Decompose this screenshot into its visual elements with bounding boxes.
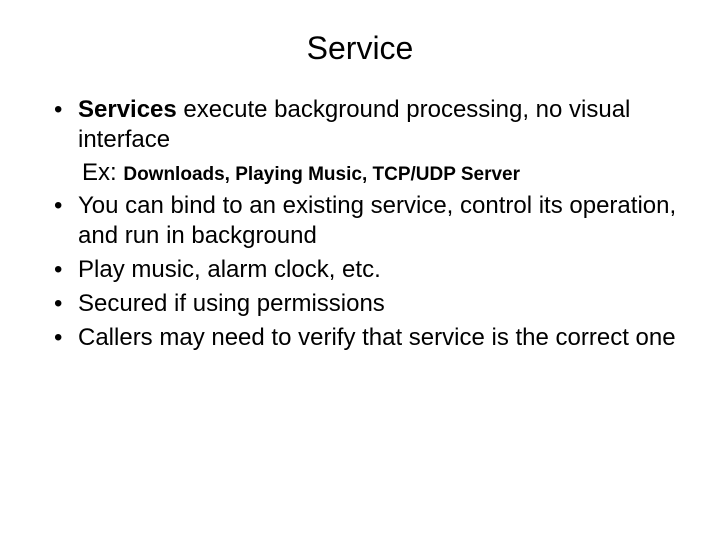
bullet-bold-prefix: Services <box>78 96 177 123</box>
bullet-item: Play music, alarm clock, etc. <box>54 255 690 285</box>
bullet-list-after: You can bind to an existing service, con… <box>30 191 690 353</box>
bullet-item: Callers may need to verify that service … <box>54 323 690 353</box>
example-prefix: Ex: <box>82 159 123 186</box>
bullet-text: You can bind to an existing service, con… <box>78 192 676 249</box>
example-line: Ex: Downloads, Playing Music, TCP/UDP Se… <box>82 159 690 187</box>
bullet-item: Services execute background processing, … <box>54 95 690 155</box>
example-text: Downloads, Playing Music, TCP/UDP Server <box>123 164 520 185</box>
bullet-item: You can bind to an existing service, con… <box>54 191 690 251</box>
bullet-text: Secured if using permissions <box>78 290 385 317</box>
bullet-text: Callers may need to verify that service … <box>78 324 676 351</box>
bullet-item: Secured if using permissions <box>54 289 690 319</box>
slide-title: Service <box>30 30 690 67</box>
bullet-text: Play music, alarm clock, etc. <box>78 256 381 283</box>
bullet-list: Services execute background processing, … <box>30 95 690 155</box>
